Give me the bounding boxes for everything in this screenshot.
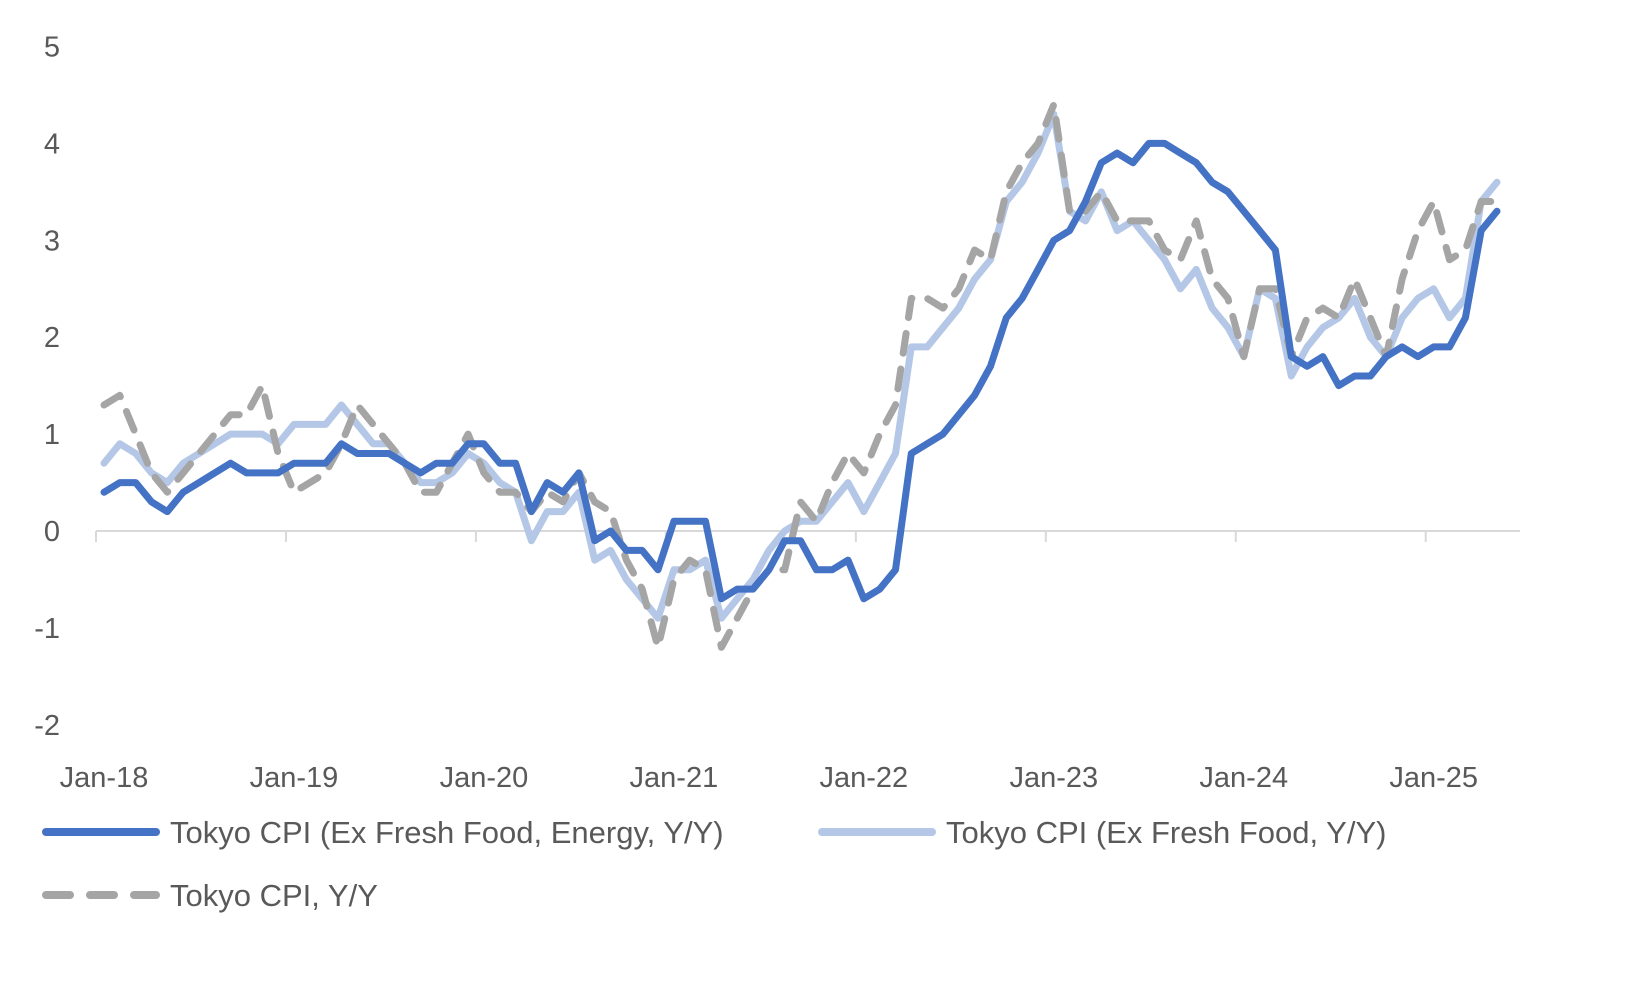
legend-label: Tokyo CPI (Ex Fresh Food, Energy, Y/Y): [170, 815, 724, 850]
y-tick-label: 0: [44, 516, 60, 548]
x-tick-label: Jan-20: [440, 762, 529, 794]
x-tick-label: Jan-18: [60, 762, 149, 794]
legend: Tokyo CPI (Ex Fresh Food, Energy, Y/Y) To…: [42, 815, 1386, 913]
x-tick-label: Jan-25: [1389, 762, 1478, 794]
x-tick-label: Jan-22: [820, 762, 909, 794]
x-tick-label: Jan-23: [1009, 762, 1098, 794]
x-tick-label: Jan-19: [250, 762, 339, 794]
x-tick-label: Jan-24: [1199, 762, 1288, 794]
y-tick-label: 1: [44, 419, 60, 451]
y-tick-label: 5: [44, 32, 60, 64]
y-tick-label: 2: [44, 322, 60, 354]
x-axis: Jan-18 Jan-19 Jan-20 Jan-21 Jan-22 Jan-23 Jan-…: [60, 530, 1520, 794]
plot-area: [100, 101, 1501, 651]
series-line-0: [100, 139, 1501, 603]
legend-label: Tokyo CPI (Ex Fresh Food, Y/Y): [946, 815, 1386, 850]
y-tick-label: 4: [44, 128, 60, 160]
y-axis: -2 -1 0 1 2 3 4 5: [34, 32, 60, 742]
y-tick-label: -1: [34, 613, 60, 645]
legend-label: Tokyo CPI, Y/Y: [170, 878, 378, 913]
y-tick-label: 3: [44, 225, 60, 257]
y-tick-label: -2: [34, 710, 60, 742]
x-tick-label: Jan-21: [630, 762, 719, 794]
